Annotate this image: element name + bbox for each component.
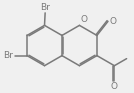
Text: O: O bbox=[109, 17, 116, 26]
Text: Br: Br bbox=[40, 3, 50, 12]
Text: O: O bbox=[80, 15, 87, 24]
Text: Br: Br bbox=[3, 51, 13, 60]
Text: O: O bbox=[111, 82, 118, 91]
